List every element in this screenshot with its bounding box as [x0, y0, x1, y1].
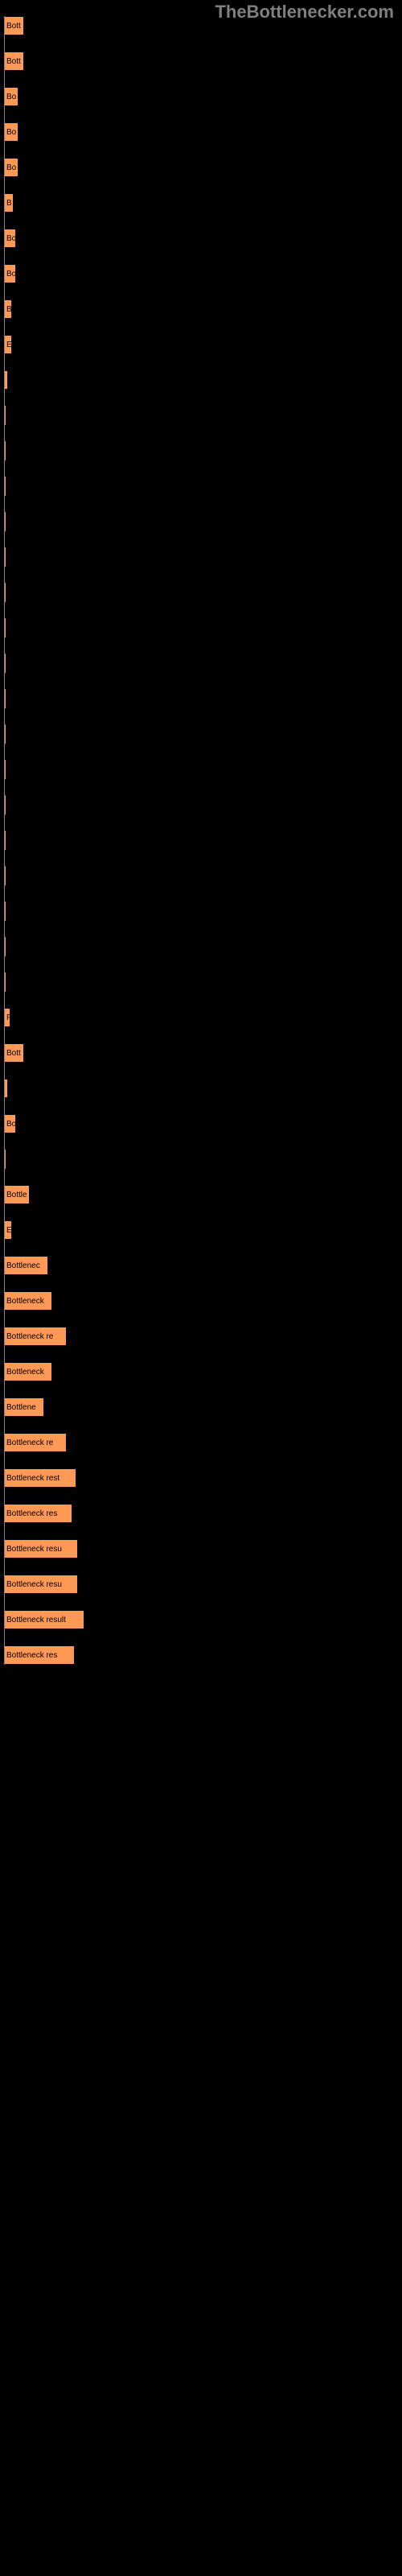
chart-container: BottBottBoBoBoBBoBoBEFBottBoBottleEBottl… [0, 0, 402, 1665]
bar-row: Bo [4, 158, 402, 177]
bar-row: Bottlenec [4, 1256, 402, 1275]
bar-row: Bottleneck re [4, 1433, 402, 1452]
bar-row [4, 937, 402, 956]
bar-row: Bottleneck re [4, 1327, 402, 1346]
bar: Bott [4, 52, 24, 71]
bar-row [4, 618, 402, 638]
bar: Bottlene [4, 1397, 44, 1417]
bar-row [4, 972, 402, 992]
bar-row: Bottleneck [4, 1362, 402, 1381]
bar: Bo [4, 229, 16, 248]
bar-row: Bo [4, 229, 402, 248]
bar: Bo [4, 264, 16, 283]
bar-row [4, 866, 402, 886]
bar-row: Bottle [4, 1185, 402, 1204]
y-axis-line [4, 16, 5, 1665]
bar: Bo [4, 87, 18, 106]
bar-row: Bottleneck [4, 1291, 402, 1311]
bar-row [4, 370, 402, 390]
bar: Bo [4, 158, 18, 177]
bar: Bottleneck res [4, 1645, 75, 1665]
bar: Bottleneck res [4, 1504, 72, 1523]
bar: F [4, 1008, 10, 1027]
bar-row [4, 406, 402, 425]
bar: Bottleneck [4, 1291, 52, 1311]
bar-row: F [4, 1008, 402, 1027]
bar-row [4, 724, 402, 744]
bar-row [4, 1079, 402, 1098]
bar-row: Bottleneck result [4, 1610, 402, 1629]
bar-row [4, 831, 402, 850]
bar-row: Bott [4, 16, 402, 35]
bar: Bott [4, 16, 24, 35]
bar-row [4, 512, 402, 531]
bar-row [4, 547, 402, 567]
bar: Bottleneck rest [4, 1468, 76, 1488]
bar-row: E [4, 335, 402, 354]
bar-row: Bottleneck resu [4, 1575, 402, 1594]
bar: Bottleneck re [4, 1327, 67, 1346]
bar-row [4, 1150, 402, 1169]
bar: Bottleneck re [4, 1433, 67, 1452]
bar-row [4, 902, 402, 921]
bar-row: Bo [4, 1114, 402, 1133]
bar-row [4, 477, 402, 496]
bar: E [4, 1220, 12, 1240]
bar-row: B [4, 193, 402, 213]
bar-row: Bottleneck rest [4, 1468, 402, 1488]
bar: Bottleneck result [4, 1610, 84, 1629]
bar-row: Bo [4, 87, 402, 106]
bar-row: B [4, 299, 402, 319]
bar-row [4, 654, 402, 673]
bar: B [4, 299, 12, 319]
bar-row [4, 760, 402, 779]
bar: Bottlenec [4, 1256, 48, 1275]
bar-row: E [4, 1220, 402, 1240]
bar-row: Bottleneck resu [4, 1539, 402, 1558]
bar: Bottleneck resu [4, 1575, 78, 1594]
bar: Bottleneck resu [4, 1539, 78, 1558]
bar-row: Bo [4, 122, 402, 142]
bar: E [4, 335, 12, 354]
bar: Bo [4, 122, 18, 142]
bar: Bo [4, 1114, 16, 1133]
bar-row [4, 441, 402, 460]
bar-row: Bottleneck res [4, 1645, 402, 1665]
bar-row: Bottleneck res [4, 1504, 402, 1523]
bar: Bott [4, 1043, 24, 1063]
bar-row [4, 583, 402, 602]
bar: Bottle [4, 1185, 30, 1204]
bar-row [4, 795, 402, 815]
bar-row [4, 689, 402, 708]
bar-row: Bottlene [4, 1397, 402, 1417]
bar: Bottleneck [4, 1362, 52, 1381]
bar: B [4, 193, 14, 213]
bar-row: Bo [4, 264, 402, 283]
bar-row: Bott [4, 52, 402, 71]
bar-row: Bott [4, 1043, 402, 1063]
bars-container: BottBottBoBoBoBBoBoBEFBottBoBottleEBottl… [4, 16, 402, 1665]
